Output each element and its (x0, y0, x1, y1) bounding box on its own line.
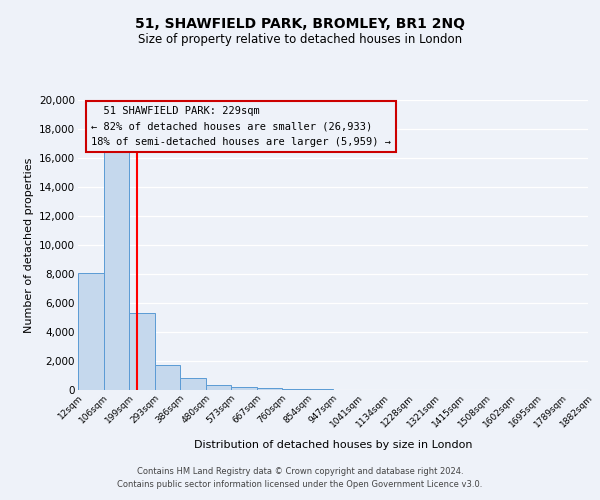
Bar (231, 387, 257, 390)
Bar (129, 313, 155, 390)
Text: Contains public sector information licensed under the Open Government Licence v3: Contains public sector information licen… (118, 480, 482, 489)
Bar (257, 388, 282, 390)
X-axis label: Distribution of detached houses by size in London: Distribution of detached houses by size … (194, 440, 472, 450)
Text: Contains HM Land Registry data © Crown copyright and database right 2024.: Contains HM Land Registry data © Crown c… (137, 467, 463, 476)
Bar (180, 378, 205, 390)
Bar (155, 364, 180, 390)
Bar (205, 385, 231, 390)
Y-axis label: Number of detached properties: Number of detached properties (23, 158, 34, 332)
Bar (78, 272, 104, 390)
Text: 51, SHAWFIELD PARK, BROMLEY, BR1 2NQ: 51, SHAWFIELD PARK, BROMLEY, BR1 2NQ (135, 18, 465, 32)
Text: Size of property relative to detached houses in London: Size of property relative to detached ho… (138, 32, 462, 46)
Bar (104, 150, 129, 390)
Bar (282, 388, 308, 390)
Text: 51 SHAWFIELD PARK: 229sqm  
← 82% of detached houses are smaller (26,933)
18% of: 51 SHAWFIELD PARK: 229sqm ← 82% of detac… (91, 106, 391, 147)
